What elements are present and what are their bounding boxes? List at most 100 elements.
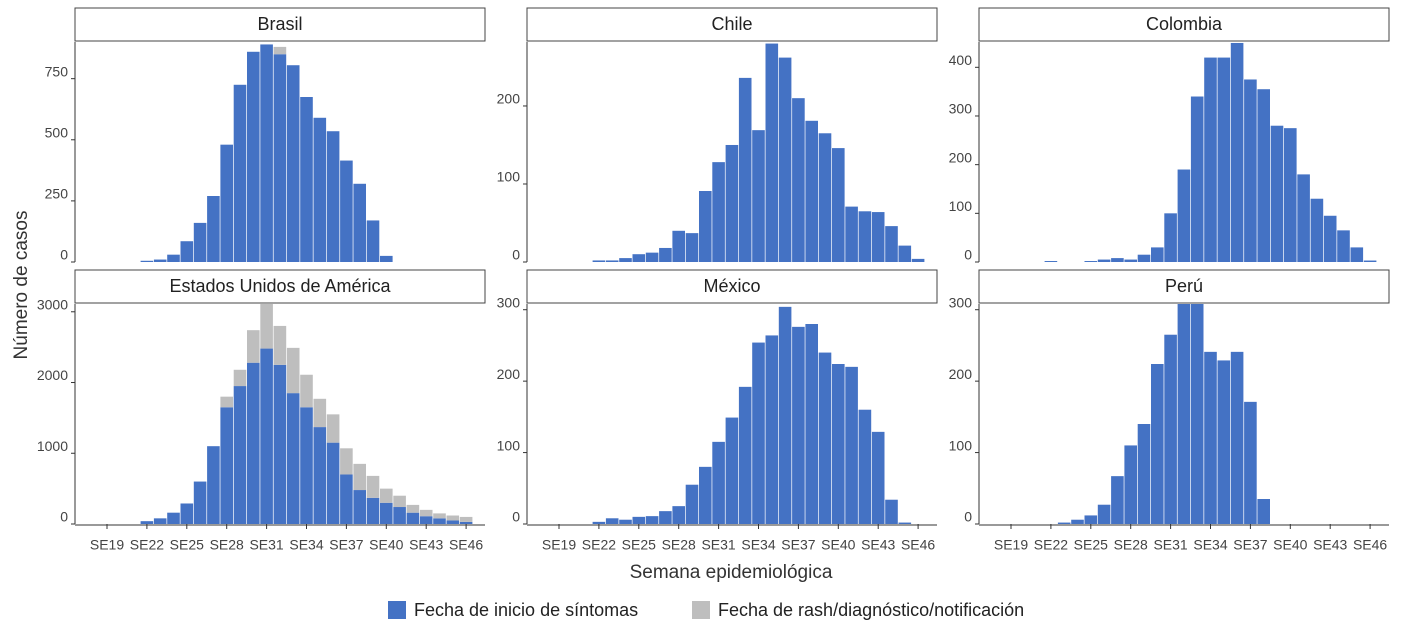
bar: [765, 335, 779, 524]
bar: [1350, 247, 1364, 262]
y-tick-label: 250: [45, 186, 69, 202]
bar: [898, 245, 912, 262]
bar: [247, 330, 260, 363]
y-tick-label: 400: [949, 52, 973, 68]
panel-title: Brasil: [257, 14, 302, 34]
bar: [1071, 519, 1084, 524]
bar: [1217, 360, 1231, 524]
y-tick-label: 750: [45, 63, 69, 79]
bar: [247, 362, 260, 524]
bar: [858, 211, 872, 262]
bar: [832, 364, 845, 524]
x-tick-label: SE25: [1074, 537, 1108, 553]
bar: [645, 252, 659, 262]
bar: [1337, 230, 1350, 262]
y-tick-label: 300: [949, 101, 973, 117]
bar: [1230, 351, 1244, 524]
legend-swatch: [692, 601, 710, 619]
strip: [526, 7, 938, 42]
bar: [1284, 128, 1297, 262]
bar: [1257, 89, 1270, 262]
bar: [207, 446, 220, 524]
bar: [685, 484, 699, 524]
bar: [685, 233, 699, 262]
bar: [1363, 260, 1377, 262]
bar: [380, 502, 393, 524]
x-tick-label: SE40: [1273, 537, 1307, 553]
bar: [645, 516, 659, 524]
y-tick-label: 200: [497, 91, 521, 107]
y-tick-label: 300: [497, 294, 521, 310]
bar: [326, 131, 340, 262]
legend-label: Fecha de rash/diagnóstico/notificación: [718, 600, 1024, 620]
strip: [978, 7, 1390, 42]
bar: [752, 342, 765, 524]
bar: [180, 503, 194, 524]
bar: [300, 97, 313, 262]
y-tick-label: 100: [497, 437, 521, 453]
bar: [778, 306, 792, 524]
bar: [273, 46, 287, 55]
strip: [74, 269, 486, 304]
bar: [672, 506, 685, 524]
bar: [233, 84, 247, 263]
y-tick-label: 1000: [37, 438, 68, 454]
bar: [247, 51, 260, 263]
bar: [340, 474, 353, 524]
y-tick-label: 500: [45, 124, 69, 140]
bar: [300, 407, 313, 524]
y-axis-title: Número de casos: [11, 211, 32, 360]
bar: [233, 386, 247, 524]
bar: [260, 348, 273, 524]
bar: [366, 497, 380, 524]
bar: [845, 366, 858, 524]
bar: [792, 326, 805, 524]
bar: [313, 427, 327, 524]
bar: [858, 409, 872, 524]
bar: [286, 393, 300, 524]
bar: [1177, 169, 1191, 262]
y-tick-label: 0: [512, 509, 520, 525]
bar: [725, 417, 739, 524]
bar: [207, 196, 220, 262]
bar: [1310, 198, 1324, 262]
panel: [592, 43, 925, 262]
panel-title: Chile: [711, 14, 752, 34]
bar: [1297, 174, 1310, 262]
bar: [393, 495, 406, 508]
bar: [353, 463, 366, 491]
bar: [153, 518, 167, 524]
bar: [765, 43, 779, 262]
x-tick-label: SE46: [449, 537, 483, 553]
panel: [1057, 304, 1270, 524]
bar: [140, 521, 154, 524]
bar: [725, 144, 739, 262]
x-tick-label: SE19: [90, 537, 124, 553]
y-tick-label: 0: [60, 247, 68, 263]
bar: [459, 516, 473, 522]
bar: [446, 520, 460, 524]
bar: [260, 44, 273, 262]
bar: [167, 254, 180, 262]
bar: [1244, 401, 1257, 524]
y-tick-label: 0: [964, 247, 972, 263]
bar: [353, 490, 366, 524]
bar: [885, 499, 898, 524]
bar: [845, 206, 858, 262]
bar: [699, 466, 712, 524]
bar: [911, 258, 925, 262]
bar: [1084, 261, 1098, 262]
bar: [1124, 445, 1137, 524]
x-tick-label: SE22: [130, 537, 164, 553]
x-tick-label: SE22: [1034, 537, 1068, 553]
panel-title: Colombia: [1146, 14, 1223, 34]
bar: [1097, 259, 1111, 262]
bar: [140, 260, 154, 262]
x-tick-label: SE46: [1353, 537, 1387, 553]
bar: [1044, 261, 1058, 262]
y-tick-label: 200: [949, 366, 973, 382]
x-tick-label: SE34: [289, 537, 323, 553]
panel: [592, 306, 912, 524]
bar: [366, 475, 380, 498]
